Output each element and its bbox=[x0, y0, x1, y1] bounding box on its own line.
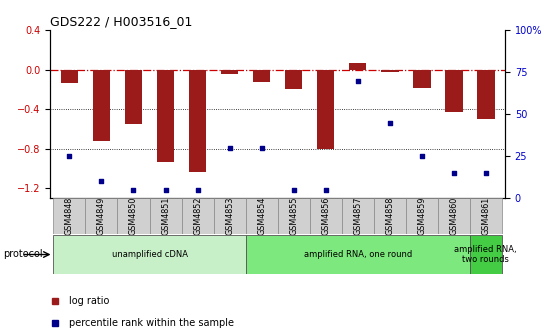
Text: GSM4851: GSM4851 bbox=[161, 197, 170, 235]
Text: GDS222 / H003516_01: GDS222 / H003516_01 bbox=[50, 15, 193, 28]
Point bbox=[449, 170, 458, 176]
Text: GSM4849: GSM4849 bbox=[97, 197, 106, 235]
Point bbox=[65, 154, 74, 159]
Bar bbox=[118, 198, 150, 234]
Bar bbox=[437, 198, 470, 234]
Bar bbox=[477, 70, 494, 119]
Point bbox=[193, 187, 202, 193]
Point bbox=[417, 154, 426, 159]
Text: GSM4861: GSM4861 bbox=[481, 197, 490, 235]
Bar bbox=[181, 198, 214, 234]
Point bbox=[97, 179, 106, 184]
Point bbox=[482, 170, 490, 176]
Text: GSM4858: GSM4858 bbox=[385, 197, 394, 235]
Point bbox=[289, 187, 298, 193]
Bar bbox=[85, 198, 118, 234]
Bar bbox=[470, 198, 502, 234]
Bar bbox=[470, 235, 502, 274]
Bar bbox=[246, 198, 278, 234]
Bar bbox=[278, 198, 310, 234]
Text: GSM4856: GSM4856 bbox=[321, 197, 330, 235]
Bar bbox=[150, 198, 181, 234]
Point bbox=[161, 187, 170, 193]
Text: GSM4855: GSM4855 bbox=[289, 197, 298, 235]
Text: GSM4854: GSM4854 bbox=[257, 197, 266, 235]
Bar bbox=[413, 70, 431, 88]
Bar bbox=[189, 70, 206, 172]
Bar bbox=[54, 198, 85, 234]
Bar bbox=[157, 70, 174, 162]
Point bbox=[257, 145, 266, 151]
Text: protocol: protocol bbox=[3, 249, 42, 259]
Text: GSM4860: GSM4860 bbox=[449, 197, 458, 235]
Text: GSM4848: GSM4848 bbox=[65, 197, 74, 235]
Text: GSM4857: GSM4857 bbox=[353, 197, 362, 235]
Bar bbox=[406, 198, 437, 234]
Text: percentile rank within the sample: percentile rank within the sample bbox=[69, 318, 233, 328]
Bar bbox=[246, 235, 470, 274]
Bar bbox=[310, 198, 341, 234]
Bar bbox=[317, 70, 334, 149]
Point bbox=[385, 120, 394, 125]
Bar bbox=[341, 198, 374, 234]
Bar bbox=[374, 198, 406, 234]
Bar bbox=[214, 198, 246, 234]
Point bbox=[321, 187, 330, 193]
Bar bbox=[253, 70, 271, 82]
Bar bbox=[381, 70, 398, 72]
Bar bbox=[221, 70, 238, 74]
Text: GSM4852: GSM4852 bbox=[193, 197, 202, 235]
Point bbox=[129, 187, 138, 193]
Bar bbox=[61, 70, 78, 83]
Text: GSM4853: GSM4853 bbox=[225, 197, 234, 235]
Bar bbox=[349, 63, 367, 70]
Bar bbox=[93, 70, 110, 141]
Point bbox=[353, 78, 362, 83]
Text: unamplified cDNA: unamplified cDNA bbox=[112, 250, 187, 259]
Bar bbox=[124, 70, 142, 124]
Bar bbox=[285, 70, 302, 89]
Text: GSM4850: GSM4850 bbox=[129, 197, 138, 235]
Point bbox=[225, 145, 234, 151]
Text: GSM4859: GSM4859 bbox=[417, 197, 426, 235]
Bar bbox=[445, 70, 463, 112]
Text: amplified RNA,
two rounds: amplified RNA, two rounds bbox=[454, 245, 517, 264]
Bar bbox=[54, 235, 246, 274]
Text: log ratio: log ratio bbox=[69, 296, 109, 306]
Text: amplified RNA, one round: amplified RNA, one round bbox=[304, 250, 412, 259]
